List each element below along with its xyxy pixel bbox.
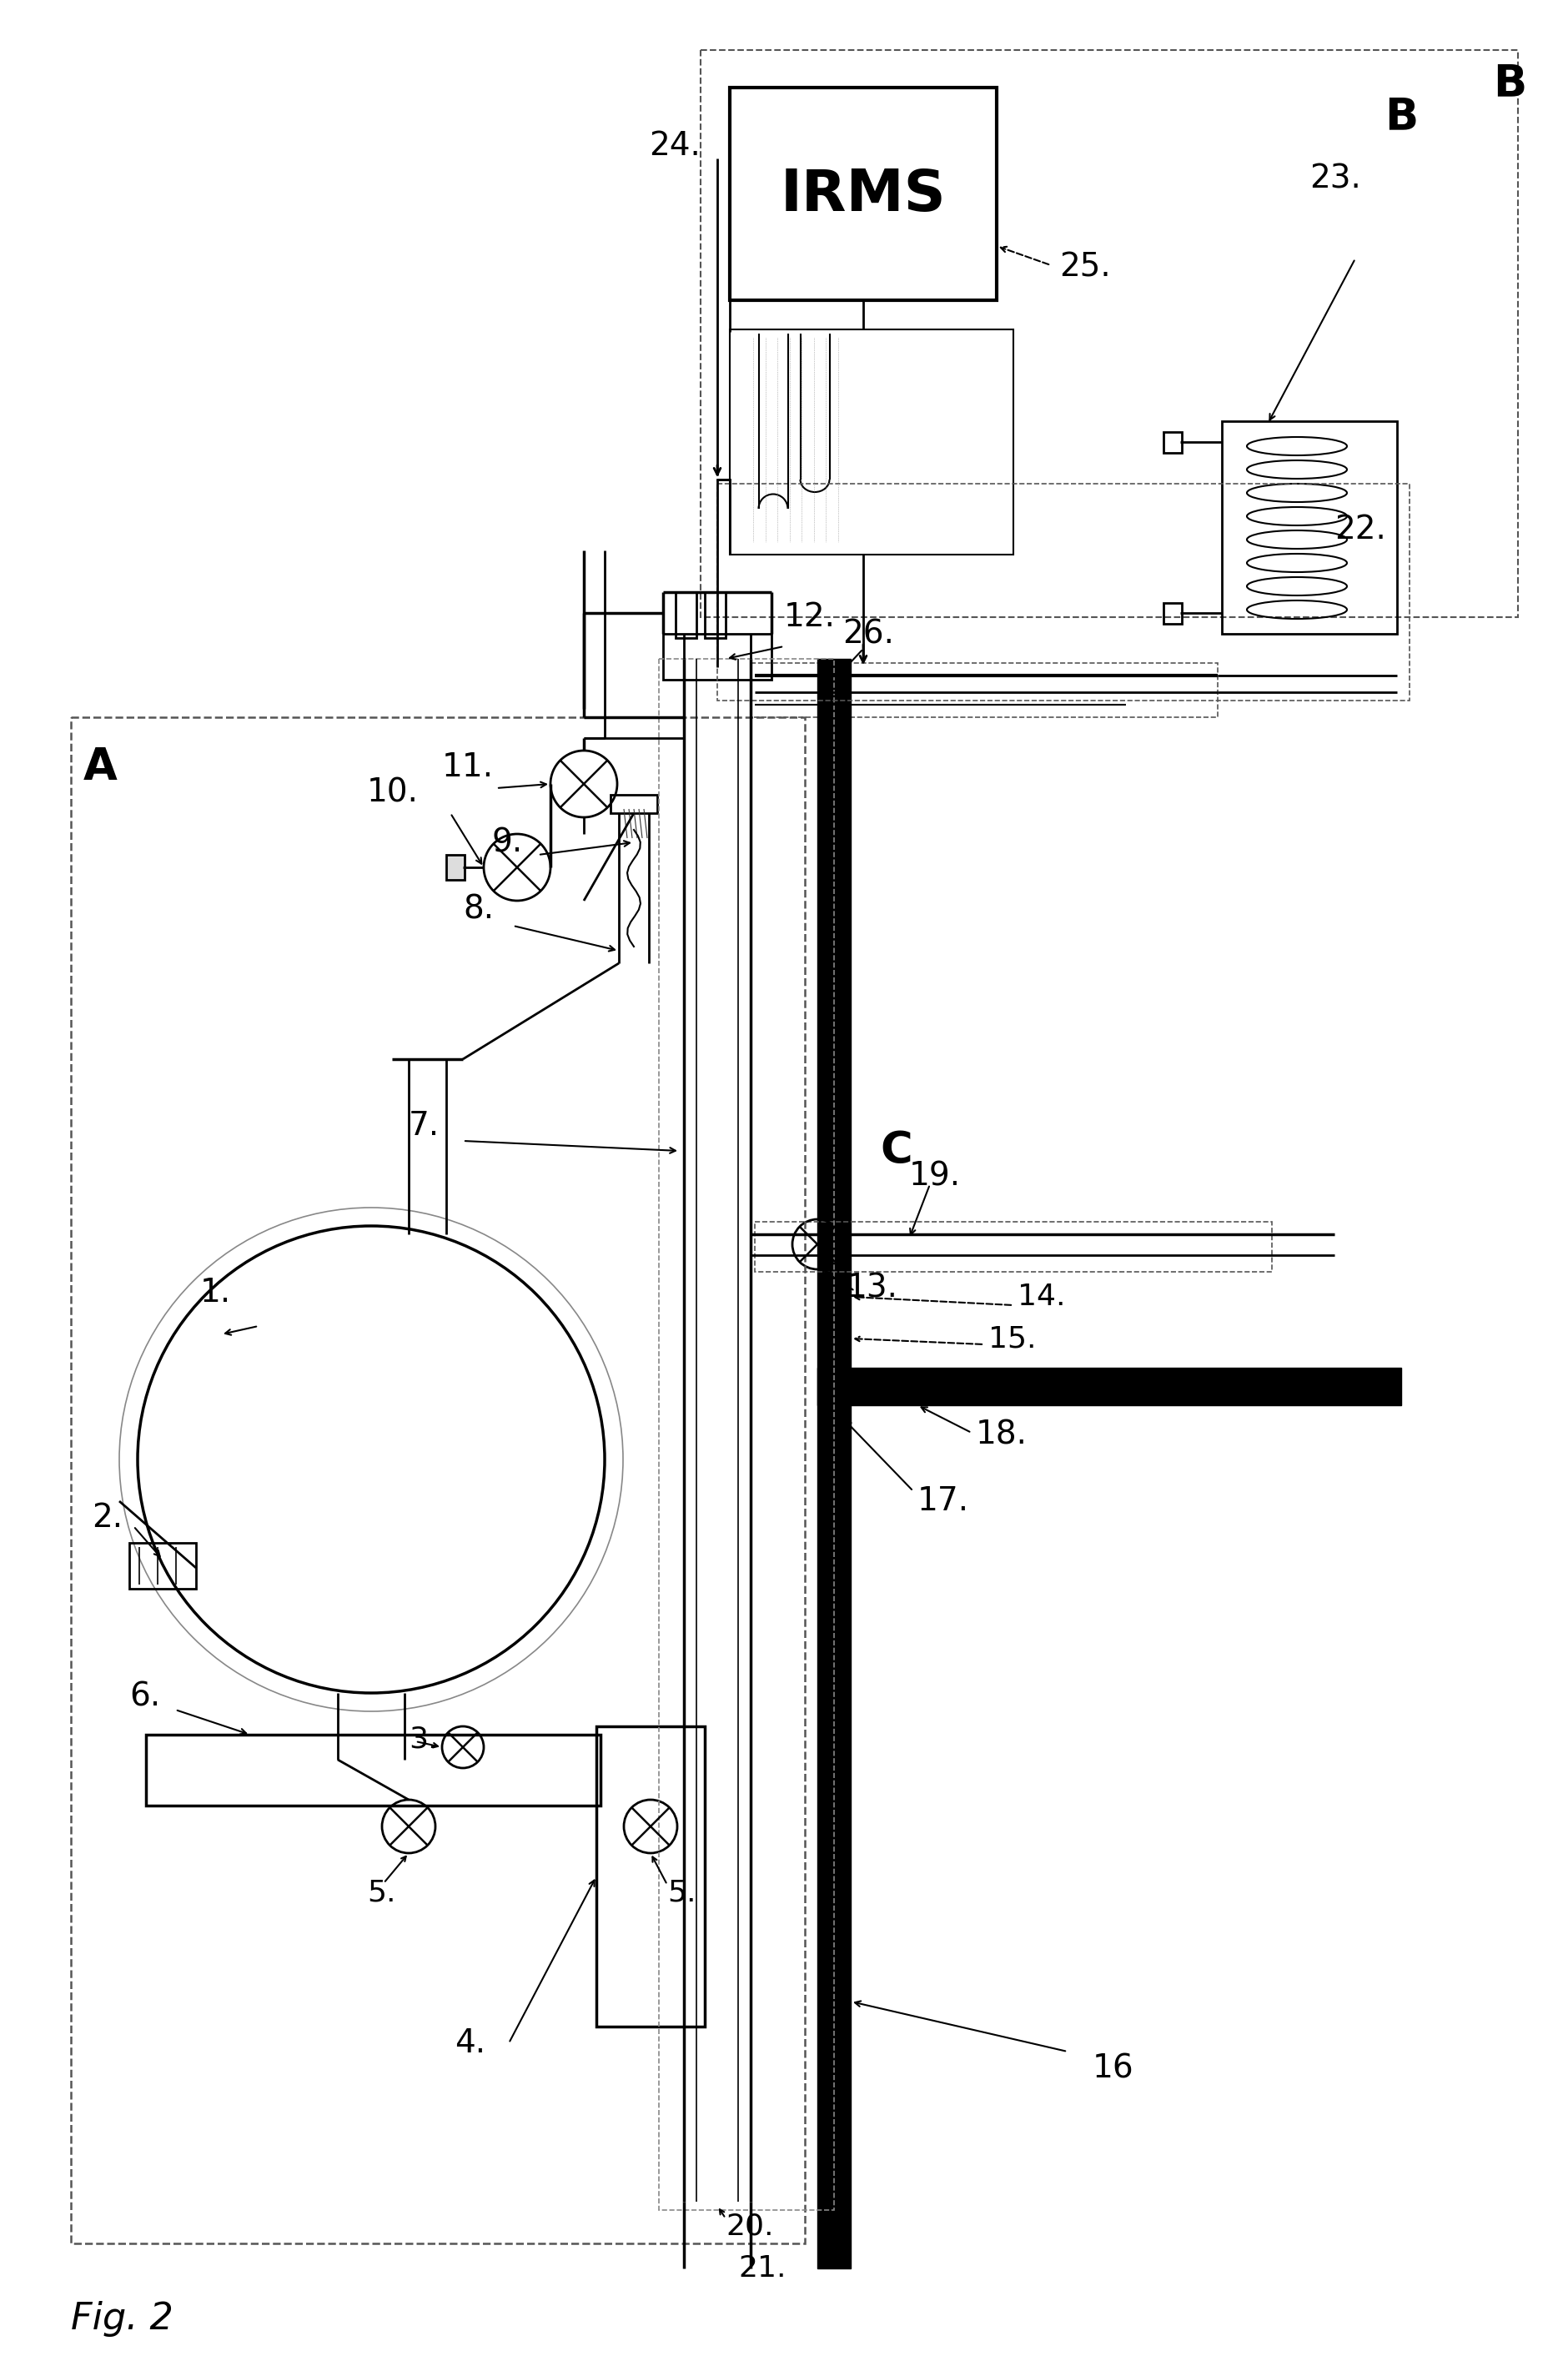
Text: B: B [1493,62,1527,104]
Bar [1163,433,1182,452]
Bar [729,329,1013,554]
Text: 15.: 15. [988,1325,1036,1353]
Bar [146,1734,601,1805]
Text: 21.: 21. [739,2255,786,2283]
Text: 4.: 4. [455,2028,486,2058]
Text: 7.: 7. [409,1110,439,1143]
Text: 13.: 13. [847,1273,898,1304]
Bar [447,854,464,880]
Text: IRMS: IRMS [781,166,946,222]
Text: 10.: 10. [367,776,419,809]
Bar [704,592,726,639]
Bar [717,483,1410,700]
Text: 16: 16 [1093,2051,1134,2084]
Text: 9.: 9. [492,826,524,859]
Text: 3.: 3. [409,1725,437,1753]
Bar [659,658,834,2210]
Text: 19.: 19. [909,1159,961,1192]
Text: 18.: 18. [975,1420,1027,1450]
Text: 20.: 20. [726,2212,773,2241]
Bar [129,1543,196,1588]
Bar [676,592,696,639]
Text: 14.: 14. [1018,1282,1066,1311]
Text: 17.: 17. [917,1486,969,1517]
Bar [729,88,997,300]
Bar [596,1727,704,2028]
Text: B: B [1385,95,1417,140]
Bar [817,1368,1402,1405]
Text: 25.: 25. [1060,251,1110,282]
Text: 8.: 8. [463,894,494,925]
Text: Fig. 2: Fig. 2 [71,2300,174,2335]
Text: C: C [880,1129,913,1174]
Text: 22.: 22. [1334,513,1386,547]
Text: 5.: 5. [668,1879,696,1907]
Bar [751,662,1218,717]
Text: 1.: 1. [201,1278,230,1308]
Bar [754,1221,1272,1273]
Bar [817,658,851,2269]
Text: 12.: 12. [784,601,836,634]
Text: 23.: 23. [1309,163,1361,194]
Text: 26.: 26. [842,618,894,651]
Bar [701,50,1518,618]
Bar [71,717,804,2243]
Bar [663,634,771,679]
Text: 11.: 11. [442,752,494,783]
Text: 2.: 2. [93,1502,122,1533]
Text: 6.: 6. [129,1682,160,1713]
Bar [1221,421,1397,634]
Text: 5.: 5. [367,1879,395,1907]
Text: 24.: 24. [649,130,701,161]
Bar [1163,603,1182,625]
Bar [610,795,657,814]
Text: A: A [83,745,118,788]
